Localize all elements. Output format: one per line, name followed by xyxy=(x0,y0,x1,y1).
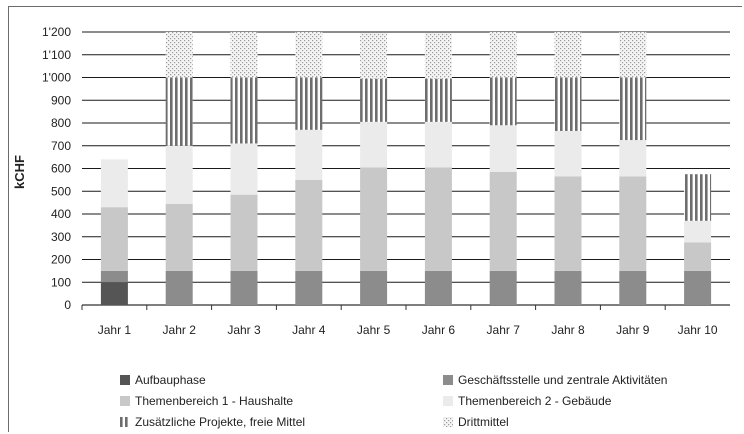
chart-frame xyxy=(8,6,742,432)
bar-segment xyxy=(360,121,388,168)
bar-segment xyxy=(424,33,452,79)
bar-segment xyxy=(165,203,193,271)
bar-segment xyxy=(295,270,323,305)
bar-segment xyxy=(619,32,647,78)
y-tick-label: 700 xyxy=(51,139,71,153)
bar-segment xyxy=(100,207,128,271)
bar-segment xyxy=(554,176,582,271)
legend-swatch xyxy=(120,396,130,406)
bar-segment xyxy=(100,270,128,283)
x-tick-label: Jahr 5 xyxy=(357,323,391,337)
y-axis: 0 100 200 300 400 500 600 700 800 900 1'000 1'100 1'… xyxy=(42,25,71,312)
bar-segment xyxy=(360,167,388,271)
bar-segment xyxy=(489,171,517,271)
legend-label: Themenbereich 2 - Gebäude xyxy=(458,394,612,408)
bar-segment xyxy=(684,220,712,243)
bar-segment xyxy=(619,176,647,271)
y-tick-label: 200 xyxy=(51,253,71,267)
bar-segment xyxy=(424,121,452,168)
legend-swatch xyxy=(120,417,130,427)
legend-swatch xyxy=(443,417,453,427)
x-axis: Jahr 1 Jahr 2 Jahr 3 Jahr 4 Jahr 5 Jahr 6 Jahr… xyxy=(81,305,718,337)
bar-segment xyxy=(554,32,582,78)
bar-segment xyxy=(489,270,517,305)
bar-segment xyxy=(684,174,712,221)
x-tick-label: Jahr 1 xyxy=(98,323,132,337)
x-tick-label: Jahr 9 xyxy=(616,323,650,337)
x-tick-label: Jahr 3 xyxy=(227,323,261,337)
bar-segment xyxy=(424,78,452,122)
bar-segment xyxy=(489,125,517,172)
y-tick-label: 1'200 xyxy=(42,25,71,39)
x-tick-label: Jahr 4 xyxy=(292,323,326,337)
x-tick-label: Jahr 10 xyxy=(678,323,718,337)
bar-segment xyxy=(554,77,582,131)
bar-segment xyxy=(360,78,388,122)
legend-label: Geschäftsstelle und zentrale Aktivitäten xyxy=(458,373,667,387)
y-tick-label: 1'000 xyxy=(42,71,71,85)
y-tick-label: 500 xyxy=(51,184,71,198)
bar-segment xyxy=(424,270,452,305)
bar-segment xyxy=(230,32,258,78)
legend-label: Zusätzliche Projekte, freie Mittel xyxy=(135,415,305,429)
bar-segment xyxy=(554,270,582,305)
bar-segment xyxy=(619,270,647,305)
legend-swatch xyxy=(443,375,453,385)
bar-segment xyxy=(165,77,193,146)
bar-segment xyxy=(619,140,647,177)
bar-segment xyxy=(295,179,323,271)
legend-label: Drittmittel xyxy=(458,415,509,429)
bar-segment xyxy=(684,270,712,305)
bar-segment xyxy=(165,270,193,305)
bar-segment xyxy=(489,32,517,78)
bar-segment xyxy=(684,242,712,271)
x-tick-label: Jahr 2 xyxy=(163,323,197,337)
y-tick-label: 1'100 xyxy=(42,48,71,62)
bar-segment xyxy=(165,32,193,78)
bar-segment xyxy=(165,145,193,204)
y-tick-label: 300 xyxy=(51,230,71,244)
y-tick-label: 400 xyxy=(51,207,71,221)
bar-segment xyxy=(360,33,388,79)
bar-segment xyxy=(489,77,517,126)
bar-segment xyxy=(295,77,323,130)
bar-segment xyxy=(230,77,258,144)
y-tick-label: 900 xyxy=(51,93,71,107)
legend-label: Themenbereich 1 - Haushalte xyxy=(135,394,293,408)
legend-label: Aufbauphase xyxy=(135,373,206,387)
bar-segment xyxy=(554,130,582,177)
bar-segment xyxy=(424,167,452,271)
bar-segment xyxy=(230,194,258,271)
x-tick-label: Jahr 8 xyxy=(551,323,585,337)
x-tick-label: Jahr 7 xyxy=(487,323,521,337)
y-tick-label: 800 xyxy=(51,116,71,130)
y-tick-label: 100 xyxy=(51,275,71,289)
y-tick-label: 600 xyxy=(51,162,71,176)
x-tick-label: Jahr 6 xyxy=(422,323,456,337)
bar-segment xyxy=(295,32,323,78)
bars xyxy=(100,32,712,305)
y-tick-label: 0 xyxy=(64,298,71,312)
bar-segment xyxy=(100,282,128,305)
bar-segment xyxy=(619,77,647,141)
legend-swatch xyxy=(443,396,453,406)
y-axis-label: kCHF xyxy=(12,155,27,189)
bar-segment xyxy=(295,129,323,180)
legend-swatch xyxy=(120,375,130,385)
bar-segment xyxy=(230,143,258,195)
bar-segment xyxy=(360,270,388,305)
bar-segment xyxy=(230,270,258,305)
bar-segment xyxy=(100,159,128,208)
legend: Aufbauphase Geschäftsstelle und zentrale … xyxy=(120,373,667,429)
